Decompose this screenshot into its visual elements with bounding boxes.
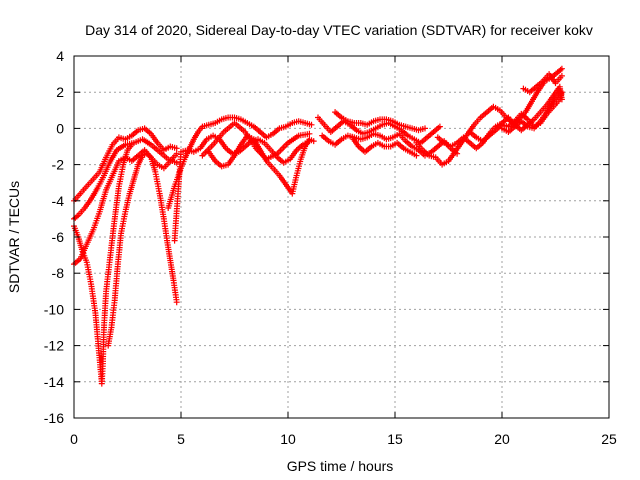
data-points — [71, 65, 565, 387]
chart-title: Day 314 of 2020, Sidereal Day-to-day VTE… — [85, 22, 593, 38]
series-arc13 — [349, 134, 420, 159]
x-tick-label: 0 — [70, 431, 78, 447]
marker-trace — [171, 132, 313, 244]
marker-trace — [520, 71, 565, 96]
y-tick-label: -12 — [44, 338, 64, 354]
marker-trace — [319, 130, 461, 159]
marker-trace — [499, 89, 563, 135]
marker-trace — [199, 120, 313, 163]
axis-ticks — [73, 55, 610, 419]
series-arc6 — [165, 114, 315, 211]
y-tick-label: -10 — [44, 301, 64, 317]
y-tick-label: -8 — [52, 265, 65, 281]
y-tick-label: 4 — [56, 48, 64, 64]
x-tick-labels: 0 5 10 15 20 25 — [70, 431, 617, 447]
y-tick-label: -4 — [52, 193, 65, 209]
y-tick-label: -16 — [44, 410, 64, 426]
x-tick-label: 25 — [601, 431, 617, 447]
y-tick-labels: -16 -14 -12 -10 -8 -6 -4 -2 0 2 4 — [44, 48, 64, 426]
y-tick-label: -6 — [52, 229, 65, 245]
y-axis-label: SDTVAR / TECUs — [6, 181, 22, 293]
series-arc9 — [199, 120, 313, 163]
x-tick-label: 15 — [387, 431, 403, 447]
y-tick-label: -14 — [44, 374, 64, 390]
marker-trace — [105, 150, 180, 349]
y-tick-label: 0 — [56, 120, 64, 136]
marker-trace — [349, 134, 420, 159]
series-arc17 — [499, 89, 563, 135]
series-arc12 — [332, 109, 428, 134]
series-arc11 — [319, 130, 461, 159]
series-arc7 — [171, 132, 313, 244]
marker-trace — [165, 114, 315, 211]
y-tick-label: -2 — [52, 157, 65, 173]
series-arc5 — [105, 150, 180, 349]
y-tick-label: 2 — [56, 84, 64, 100]
series-arc18 — [520, 71, 565, 96]
x-tick-label: 5 — [177, 431, 185, 447]
x-axis-label: GPS time / hours — [287, 458, 394, 474]
x-tick-label: 10 — [280, 431, 296, 447]
marker-trace — [332, 109, 428, 134]
x-tick-label: 20 — [494, 431, 510, 447]
